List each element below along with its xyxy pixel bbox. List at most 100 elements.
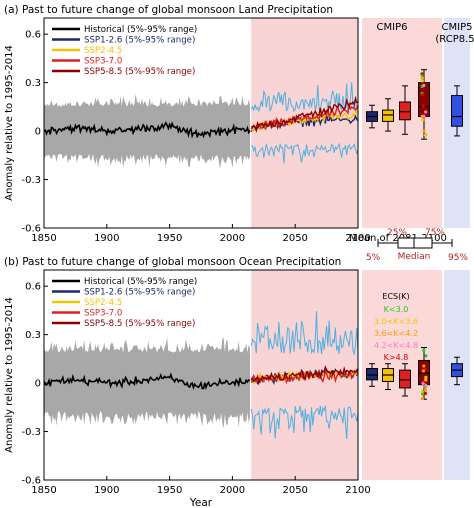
model-dot-b (424, 354, 428, 358)
y-tick-label-b: 0 (35, 379, 41, 390)
ecs-legend-item: 4.2<K<4.8 (374, 341, 418, 350)
plot-frame-a (43, 17, 359, 229)
key-label-median: Median (398, 252, 431, 262)
cmip6-label: CMIP6 (377, 22, 408, 33)
boxplot-cmip5-rcp8-5-b (451, 356, 463, 386)
legend-label-b: SSP1-2.6 (5%-95% range) (84, 288, 195, 298)
boxplot-box (399, 369, 411, 389)
x-tick-label-b: 1950 (157, 485, 182, 496)
boxplot-box (418, 82, 430, 118)
key-label-5: 5% (366, 253, 381, 263)
boxplot-ssp2-4-5-b (382, 363, 394, 391)
x-tick-label-b: 1900 (94, 485, 119, 496)
model-dot-a (420, 76, 425, 80)
model-dot-b (422, 348, 426, 353)
ecs-legend-item: 3.6<K<4.2 (374, 329, 418, 338)
panel-a-land-precipitation: (a) Past to future change of global mons… (4, 4, 474, 244)
x-tick-label-a: 2000 (220, 233, 245, 244)
ssp126-range-upper-b (250, 311, 359, 356)
panel-title-b: (b) Past to future change of global mons… (4, 256, 341, 268)
x-tick-label-b: 2050 (282, 485, 307, 496)
cmip5-label-sub: (RCP8.5) (435, 34, 474, 45)
model-dot-b (421, 369, 425, 373)
model-dot-a (424, 110, 428, 114)
ecs-legend-item: 3.0<K<3.6 (374, 317, 418, 326)
model-dot-a (421, 118, 425, 122)
x-tick-label-b: 1850 (31, 485, 56, 496)
y-tick-label-b: 0.3 (25, 330, 41, 341)
boxplot-ssp3-7-0-a (399, 85, 411, 135)
x-tick-label-b: 2100 (345, 485, 370, 496)
key-box (397, 237, 433, 249)
x-axis-label-b: Year (189, 497, 213, 508)
cmip5-label: CMIP5 (442, 22, 473, 33)
historical-range-band-a (44, 93, 250, 169)
boxplot-box (382, 109, 394, 122)
ecs-legend-title: ECS(K) (382, 292, 409, 301)
plot-frame-b (43, 269, 359, 481)
boxplot-ssp1-2-6-b (366, 363, 378, 387)
legend-label-a: SSP5-8.5 (5%-95% range) (84, 67, 195, 77)
legend-label-b: SSP5-8.5 (5%-95% range) (84, 319, 195, 329)
ecs-legend-item: K<3.0 (384, 305, 409, 314)
series-line-historical-a (43, 121, 251, 139)
model-dot-b (424, 378, 428, 382)
key-label-75: 75% (425, 228, 445, 238)
model-dot-a (422, 129, 426, 133)
y-axis-label-a: Anomaly relative to 1995-2014 (4, 45, 15, 201)
model-dot-a (423, 133, 428, 137)
model-dot-a (421, 93, 425, 97)
series-line-ssp5-8.5-b (250, 364, 359, 386)
model-dot-b (424, 367, 428, 371)
legend-label-a: SSP2-4.5 (84, 46, 122, 56)
key-label-25: 25% (387, 228, 407, 238)
model-dot-a (421, 104, 425, 108)
legend-label-a: Historical (5%-95% range) (84, 25, 197, 35)
historical-range-band-b (44, 337, 250, 429)
x-tick-label-a: 2050 (282, 233, 307, 244)
y-tick-label-a: 0.6 (25, 30, 41, 41)
series-line-ssp5-8.5-a (250, 95, 359, 133)
y-tick-label-b: -0.6 (21, 476, 41, 487)
x-tick-label-b: 2000 (220, 485, 245, 496)
x-tick-label-a: 1950 (157, 233, 182, 244)
y-tick-label-a: -0.3 (21, 175, 41, 186)
boxplot-cmip5-rcp8-5-a (451, 85, 463, 137)
boxplot-ssp1-2-6-a (366, 104, 378, 129)
model-dot-b (424, 375, 428, 379)
boxplot-box (418, 359, 430, 386)
series-line-historical-b (43, 372, 251, 391)
ssp126-range-lower-a (251, 142, 359, 164)
y-axis-label-b: Anomaly relative to 1995-2014 (4, 297, 15, 453)
panel-title-a: (a) Past to future change of global mons… (4, 4, 333, 16)
model-dot-b (423, 391, 428, 396)
boxplot-box (451, 95, 463, 127)
ssp126-range-lower-b (250, 405, 359, 440)
model-dot-b (422, 364, 426, 368)
model-dot-b (424, 383, 428, 388)
boxplot-box (366, 368, 378, 381)
x-tick-label-a: 1850 (31, 233, 56, 244)
model-dot-b (420, 396, 425, 401)
series-line-ssp3-7.0-b (250, 368, 359, 385)
boxplot-key: 25% 75% 5% Median 95% (366, 228, 469, 263)
panel-b-ocean-precipitation: (b) Past to future change of global mons… (4, 256, 470, 508)
y-tick-label-b: 0.6 (25, 282, 41, 293)
y-tick-label-a: -0.6 (21, 224, 41, 235)
model-dot-b (420, 390, 424, 394)
cmip6-panel-bg-a (362, 18, 442, 228)
legend-label-a: SSP3-7.0 (84, 57, 122, 67)
ecs-legend-item: K>4.8 (384, 353, 409, 362)
legend-label-b: SSP2-4.5 (84, 298, 122, 308)
key-label-95: 95% (448, 253, 468, 263)
boxplot-ssp2-4-5-a (382, 98, 394, 132)
legend-label-b: SSP3-7.0 (84, 309, 122, 319)
legend-label-b: Historical (5%-95% range) (84, 277, 197, 287)
boxplot-ssp5-8-5-b (418, 347, 430, 400)
model-dot-b (423, 388, 428, 392)
model-dot-a (422, 83, 426, 87)
model-dot-a (420, 114, 424, 118)
boxplot-box (399, 101, 411, 121)
y-tick-label-b: -0.3 (21, 427, 41, 438)
